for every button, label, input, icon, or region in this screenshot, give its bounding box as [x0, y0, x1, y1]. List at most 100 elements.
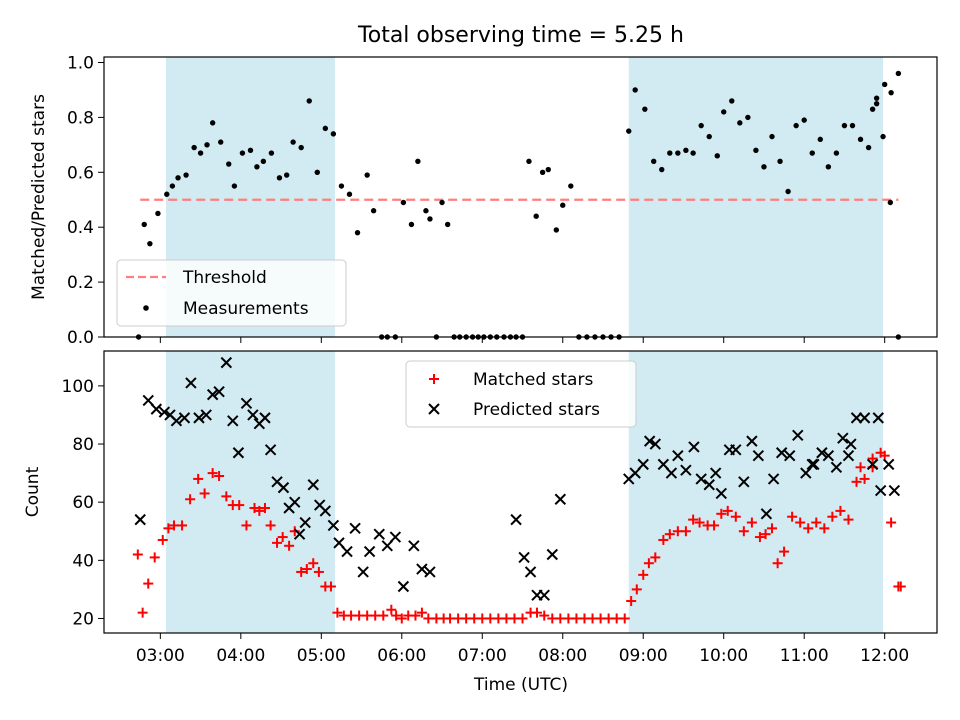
matched-stars-point: [199, 488, 210, 499]
matched-stars-point: [827, 511, 838, 522]
predicted-stars-point-b: [277, 481, 290, 494]
measurements-point: [231, 183, 238, 189]
top-shaded-interval-1: [628, 57, 884, 337]
measurements-point: [753, 147, 759, 154]
predicted-stars-point: [381, 540, 394, 552]
predicted-stars-point-b: [247, 409, 259, 421]
bottom-x-ticks: 03:00 04:00 05:00 06:00 07:00 08:00 09:00 10:00…: [136, 633, 909, 666]
matched-stars-point: [301, 564, 312, 575]
predicted-stars-point-b: [220, 356, 233, 369]
predicted-stars-point-b: [170, 415, 183, 427]
predicted-stars-point-b: [830, 461, 843, 473]
measurements-point: [667, 150, 673, 156]
matched-stars-point: [803, 523, 814, 534]
measurements-point: [175, 175, 181, 181]
matched-stars-point: [143, 578, 154, 589]
predicted-stars-point: [424, 566, 436, 578]
matched-stars-point: [819, 523, 830, 534]
matched-stars-point: [378, 610, 389, 621]
predicted-stars-point: [524, 566, 537, 578]
predicted-stars-point-b: [672, 449, 684, 462]
predicted-stars-point-b: [510, 513, 522, 526]
bot-shaded-interval-0: [165, 351, 335, 633]
measurements-point: [650, 158, 657, 165]
matched-stars-point: [163, 523, 174, 534]
predicted-stars-point: [293, 528, 306, 540]
predicted-stars-point: [389, 531, 402, 543]
bot-y-tick-label: 60: [72, 493, 94, 513]
predicted-stars-point: [703, 479, 715, 491]
bot-y-tick-label: 20: [72, 609, 94, 629]
measurements-point: [169, 183, 176, 189]
bottom-shaded-intervals: [165, 351, 884, 633]
x-tick-label: 05:00: [297, 646, 346, 666]
matched-stars-point: [410, 610, 421, 621]
bot-shaded-interval-1: [628, 351, 884, 633]
measurements-point: [714, 153, 720, 159]
matched-stars-point: [867, 453, 878, 464]
matched-stars-point: [234, 500, 245, 511]
bot-y-tick-label: 40: [72, 551, 94, 571]
measurements-point: [322, 125, 329, 132]
measurements-point: [147, 240, 153, 247]
legend-measurements-label: Measurements: [183, 299, 309, 319]
predicted-stars-point-b: [259, 412, 271, 424]
top-y-tick-label: 1.0: [67, 53, 94, 73]
predicted-stars-point-b: [874, 484, 887, 497]
measurements-point: [873, 100, 880, 107]
measurements-point: [632, 87, 638, 93]
matched-stars-point: [193, 473, 204, 484]
matched-stars-point: [221, 491, 232, 502]
top-y-tick-label: 0.2: [67, 273, 94, 293]
matched-stars-point: [779, 546, 790, 557]
bottom-y-axis-label: Count: [23, 466, 43, 517]
predicted-stars-point-b: [746, 435, 758, 447]
measurements-point: [260, 158, 267, 165]
measurements-point: [415, 158, 421, 165]
measurements-point: [626, 128, 632, 134]
predicted-stars-point: [333, 537, 345, 549]
bottom-series-layer: [132, 356, 906, 624]
matched-stars-point: [658, 534, 669, 545]
predicted-stars-point-b: [349, 522, 361, 535]
predicted-stars-point: [178, 412, 191, 424]
predicted-stars-point: [808, 458, 820, 471]
matched-stars-point: [855, 462, 866, 473]
measurements-point: [895, 70, 902, 77]
predicted-stars-point-b: [142, 394, 154, 407]
predicted-stars-point-b: [164, 409, 176, 421]
matched-stars-point: [694, 517, 705, 528]
predicted-stars-point: [874, 484, 887, 497]
predicted-stars-point-b: [752, 449, 765, 462]
predicted-stars-point: [289, 496, 301, 508]
measurements-point: [439, 199, 445, 206]
measurements-point: [191, 144, 197, 151]
measurements-point: [881, 81, 888, 88]
measurements-point: [276, 175, 283, 181]
measurements-point: [777, 158, 783, 165]
predicted-stars-point: [232, 447, 245, 459]
predicted-stars-point: [872, 412, 884, 424]
measurements-point: [560, 202, 566, 208]
predicted-stars-point-b: [842, 449, 855, 462]
matched-stars-point: [787, 511, 798, 522]
predicted-stars-point: [357, 566, 369, 578]
measurements-point: [526, 158, 532, 165]
ratio-panel: Total observing time = 5.25 h Matched/Pr…: [29, 23, 938, 348]
measurements-point: [298, 144, 304, 151]
predicted-stars-point: [866, 458, 879, 471]
bottom-legend: Matched stars Predicted stars: [405, 360, 637, 428]
measurements-point: [841, 122, 848, 129]
predicted-stars-point: [277, 481, 290, 494]
top-series-layer: [135, 70, 902, 340]
predicted-stars-point-b: [289, 496, 301, 508]
predicted-stars-point-b: [554, 493, 567, 505]
bottom-y-ticks: 20 40 60 80 100: [62, 377, 104, 629]
predicted-stars-point-b: [397, 580, 410, 593]
predicted-stars-point-b: [327, 519, 340, 532]
measurements-point: [785, 188, 791, 195]
measurements-point: [745, 114, 751, 121]
predicted-stars-point-b: [264, 444, 277, 456]
matched-stars-point: [308, 558, 319, 569]
predicted-stars-point-b: [213, 385, 225, 398]
